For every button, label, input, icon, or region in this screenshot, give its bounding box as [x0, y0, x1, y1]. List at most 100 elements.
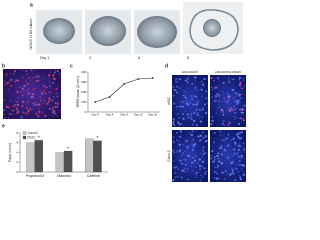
cell-dot	[194, 86, 197, 88]
cell-dot	[227, 144, 230, 147]
cell-dot	[190, 133, 194, 137]
cell-dot	[203, 77, 206, 80]
cell-dot	[173, 124, 176, 126]
cell-dot	[205, 139, 208, 142]
cell-dot	[202, 108, 205, 111]
cell-dot	[224, 124, 226, 126]
cell-dot	[221, 162, 224, 165]
cell-dot	[233, 105, 235, 108]
cell-dot	[2, 109, 6, 112]
cell-dot	[211, 96, 213, 98]
cell-dot	[186, 79, 188, 81]
cell-dot	[180, 105, 183, 108]
day-label: 8	[187, 56, 189, 60]
cell-dot	[221, 123, 224, 125]
cell-dot	[219, 130, 222, 133]
cell-dot	[194, 80, 197, 82]
cell-dot	[228, 81, 231, 84]
cell-dot	[175, 166, 178, 169]
cell-dot	[213, 77, 216, 79]
cell-dot	[185, 140, 188, 142]
cell-dot	[235, 95, 237, 97]
cell-dot	[43, 89, 46, 91]
cell-dot	[223, 94, 225, 96]
cell-dot	[29, 107, 32, 110]
cell-dot	[239, 145, 242, 148]
cell-dot	[191, 150, 194, 152]
cell-dot	[176, 86, 178, 88]
y-tick-label: 6	[17, 141, 19, 145]
cell-dot	[237, 148, 240, 151]
cell-dot	[201, 156, 204, 159]
cell-dot	[188, 100, 190, 102]
cell-dot	[56, 105, 59, 108]
cell-dot	[35, 112, 38, 115]
cell-dot	[10, 99, 12, 101]
cell-dot	[10, 72, 12, 74]
cell-dot	[194, 172, 196, 174]
cell-dot	[7, 88, 9, 91]
cell-dot	[237, 122, 241, 126]
cell-dot	[196, 89, 198, 91]
cell-dot	[238, 142, 240, 144]
legend-swatch	[22, 135, 27, 140]
cell-dot	[9, 79, 12, 82]
cell-dot	[25, 70, 28, 73]
bar	[93, 140, 102, 173]
cell-dot	[45, 86, 48, 89]
cell-dot	[231, 88, 235, 92]
column-label: pMCAM/VIL1/DAPI	[215, 70, 241, 74]
cell-dot	[38, 103, 41, 106]
cell-dot	[194, 95, 196, 98]
cell-dot	[234, 100, 237, 103]
cell-dot	[199, 140, 201, 142]
cell-dot	[196, 176, 198, 178]
cell-dot	[32, 77, 34, 79]
cell-dot	[52, 74, 54, 77]
cell-dot	[243, 165, 245, 168]
cell-dot	[54, 102, 57, 104]
panel-letter: c	[70, 63, 73, 69]
cell-dot	[227, 106, 230, 109]
cell-dot	[198, 108, 201, 111]
cell-dot	[43, 76, 45, 79]
cell-dot	[235, 116, 237, 119]
y-tick-label: 300	[81, 80, 86, 84]
cell-dot	[202, 146, 205, 149]
cell-dot	[199, 109, 202, 112]
cell-dot	[33, 101, 36, 104]
cell-dot	[199, 179, 202, 182]
cell-dot	[238, 161, 240, 163]
cell-dot	[179, 122, 183, 126]
cell-dot	[213, 159, 216, 161]
cell-dot	[197, 100, 199, 103]
cell-dot	[30, 96, 33, 99]
cell-dot	[191, 130, 194, 132]
cell-dot	[14, 103, 17, 106]
cell-dot	[38, 108, 40, 110]
cell-dot	[205, 90, 208, 93]
cell-dot	[31, 102, 34, 105]
cell-dot	[206, 102, 208, 104]
cell-dot	[186, 77, 189, 80]
cell-dot	[241, 168, 243, 170]
cell-dot	[222, 81, 225, 85]
cell-dot	[234, 118, 236, 120]
cell-dot	[192, 138, 195, 141]
y-tick-label: 400	[81, 70, 86, 74]
legend-label: hiOC	[28, 135, 36, 139]
cell-dot	[237, 135, 240, 138]
cell-dot	[203, 103, 206, 106]
cell-dot	[191, 98, 193, 100]
cell-dot	[223, 148, 226, 151]
cell-dot	[184, 110, 186, 112]
cell-dot	[229, 173, 232, 176]
cell-dot	[195, 175, 197, 177]
x-tick-label: Day 16	[148, 113, 157, 117]
cell-dot	[36, 75, 39, 78]
cell-dot	[214, 166, 216, 169]
cell-dot	[39, 113, 41, 115]
column-label: HGK1/DAPI	[182, 70, 198, 74]
significance: *	[96, 136, 98, 142]
y-axis-label: TEER value (Ω·cm²)	[76, 76, 80, 108]
